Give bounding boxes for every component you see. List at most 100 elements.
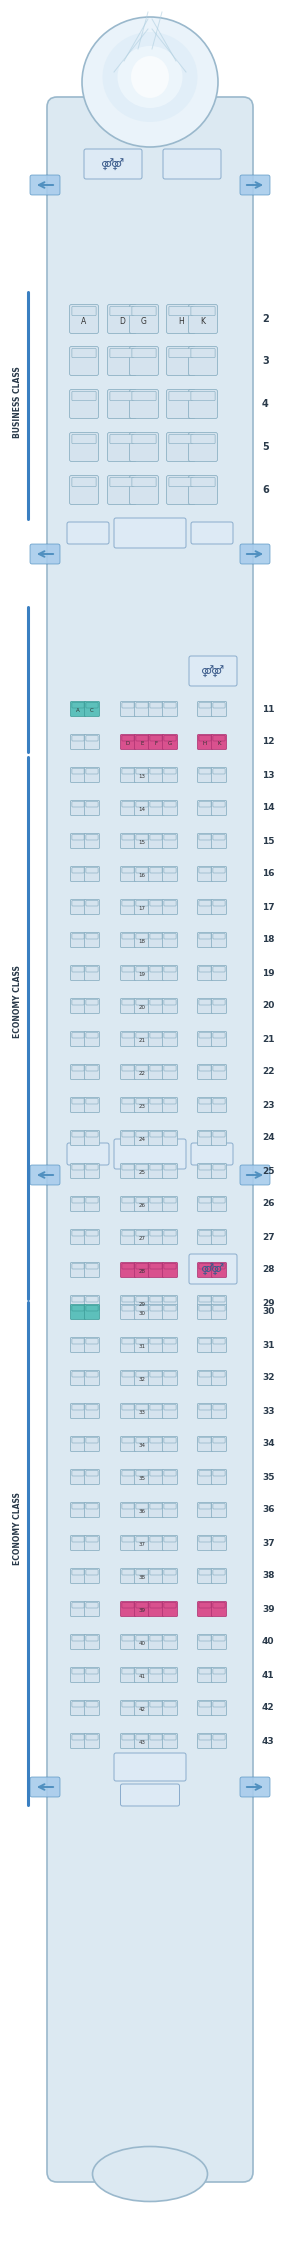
FancyBboxPatch shape (163, 702, 178, 715)
FancyBboxPatch shape (212, 801, 226, 815)
FancyBboxPatch shape (70, 390, 98, 418)
FancyBboxPatch shape (122, 1131, 134, 1138)
FancyBboxPatch shape (163, 1131, 178, 1147)
FancyBboxPatch shape (163, 734, 178, 749)
FancyBboxPatch shape (167, 433, 196, 460)
FancyBboxPatch shape (130, 305, 158, 334)
FancyBboxPatch shape (150, 1031, 162, 1038)
FancyBboxPatch shape (70, 932, 86, 948)
FancyBboxPatch shape (86, 1338, 98, 1343)
FancyBboxPatch shape (122, 966, 134, 973)
FancyBboxPatch shape (122, 702, 134, 709)
FancyBboxPatch shape (72, 1264, 84, 1268)
FancyBboxPatch shape (86, 1230, 98, 1237)
FancyBboxPatch shape (134, 1733, 149, 1749)
FancyBboxPatch shape (122, 801, 134, 808)
FancyBboxPatch shape (72, 1000, 84, 1004)
FancyBboxPatch shape (197, 1469, 212, 1485)
FancyBboxPatch shape (86, 1438, 98, 1442)
FancyBboxPatch shape (191, 521, 233, 544)
FancyBboxPatch shape (67, 521, 109, 544)
FancyBboxPatch shape (136, 1338, 148, 1343)
FancyBboxPatch shape (213, 767, 225, 774)
FancyBboxPatch shape (86, 1296, 98, 1302)
FancyBboxPatch shape (212, 1700, 226, 1715)
FancyBboxPatch shape (136, 1404, 148, 1411)
FancyBboxPatch shape (150, 1472, 162, 1476)
FancyBboxPatch shape (163, 1668, 178, 1681)
FancyBboxPatch shape (86, 801, 98, 808)
FancyBboxPatch shape (70, 348, 98, 375)
FancyBboxPatch shape (148, 1031, 164, 1047)
FancyBboxPatch shape (212, 998, 226, 1013)
FancyBboxPatch shape (134, 998, 149, 1013)
FancyBboxPatch shape (163, 1065, 178, 1079)
FancyBboxPatch shape (70, 1338, 86, 1352)
FancyBboxPatch shape (199, 1668, 211, 1675)
FancyBboxPatch shape (199, 1537, 211, 1542)
FancyBboxPatch shape (85, 833, 100, 849)
FancyBboxPatch shape (130, 433, 158, 460)
FancyBboxPatch shape (70, 1535, 86, 1551)
FancyBboxPatch shape (121, 833, 136, 849)
FancyBboxPatch shape (72, 1338, 84, 1343)
Text: 23: 23 (139, 1104, 145, 1108)
FancyBboxPatch shape (240, 544, 270, 564)
FancyBboxPatch shape (148, 1230, 164, 1244)
FancyBboxPatch shape (199, 702, 211, 709)
Text: 12: 12 (262, 738, 274, 747)
FancyBboxPatch shape (122, 1569, 134, 1575)
FancyBboxPatch shape (70, 1435, 86, 1451)
FancyBboxPatch shape (72, 1702, 84, 1706)
Text: G: G (141, 316, 147, 325)
FancyBboxPatch shape (213, 801, 225, 808)
FancyBboxPatch shape (122, 901, 134, 905)
FancyBboxPatch shape (164, 1099, 176, 1104)
Text: 4: 4 (262, 399, 269, 409)
FancyBboxPatch shape (136, 1065, 148, 1072)
FancyBboxPatch shape (212, 767, 226, 783)
Text: ⚤: ⚤ (101, 158, 115, 169)
Text: ECONOMY CLASS: ECONOMY CLASS (14, 1492, 22, 1566)
FancyBboxPatch shape (191, 348, 215, 357)
FancyBboxPatch shape (136, 835, 148, 840)
FancyBboxPatch shape (212, 932, 226, 948)
FancyBboxPatch shape (70, 433, 98, 460)
FancyBboxPatch shape (199, 835, 211, 840)
FancyBboxPatch shape (72, 1636, 84, 1641)
FancyBboxPatch shape (169, 436, 193, 445)
FancyBboxPatch shape (213, 1404, 225, 1411)
FancyBboxPatch shape (199, 1165, 211, 1169)
FancyBboxPatch shape (134, 801, 149, 815)
FancyBboxPatch shape (164, 1296, 176, 1302)
FancyBboxPatch shape (164, 1031, 176, 1038)
FancyBboxPatch shape (164, 1404, 176, 1411)
FancyBboxPatch shape (110, 348, 134, 357)
FancyBboxPatch shape (163, 1469, 178, 1485)
FancyBboxPatch shape (148, 1196, 164, 1212)
FancyBboxPatch shape (212, 867, 226, 882)
FancyBboxPatch shape (213, 702, 225, 709)
FancyBboxPatch shape (163, 1535, 178, 1551)
FancyBboxPatch shape (86, 1165, 98, 1169)
FancyBboxPatch shape (199, 1305, 211, 1311)
FancyBboxPatch shape (136, 1602, 148, 1607)
FancyBboxPatch shape (85, 1338, 100, 1352)
FancyBboxPatch shape (148, 1733, 164, 1749)
FancyBboxPatch shape (70, 1733, 86, 1749)
FancyBboxPatch shape (212, 1230, 226, 1244)
FancyBboxPatch shape (86, 1702, 98, 1706)
FancyBboxPatch shape (136, 801, 148, 808)
Text: 36: 36 (139, 1508, 145, 1514)
FancyBboxPatch shape (148, 867, 164, 882)
Text: 18: 18 (139, 939, 145, 943)
FancyBboxPatch shape (197, 767, 212, 783)
FancyBboxPatch shape (148, 767, 164, 783)
FancyBboxPatch shape (121, 1296, 136, 1311)
Text: 35: 35 (262, 1472, 274, 1481)
FancyBboxPatch shape (86, 1264, 98, 1268)
FancyBboxPatch shape (197, 1370, 212, 1386)
FancyBboxPatch shape (163, 1404, 178, 1420)
FancyBboxPatch shape (86, 934, 98, 939)
FancyBboxPatch shape (134, 1503, 149, 1517)
